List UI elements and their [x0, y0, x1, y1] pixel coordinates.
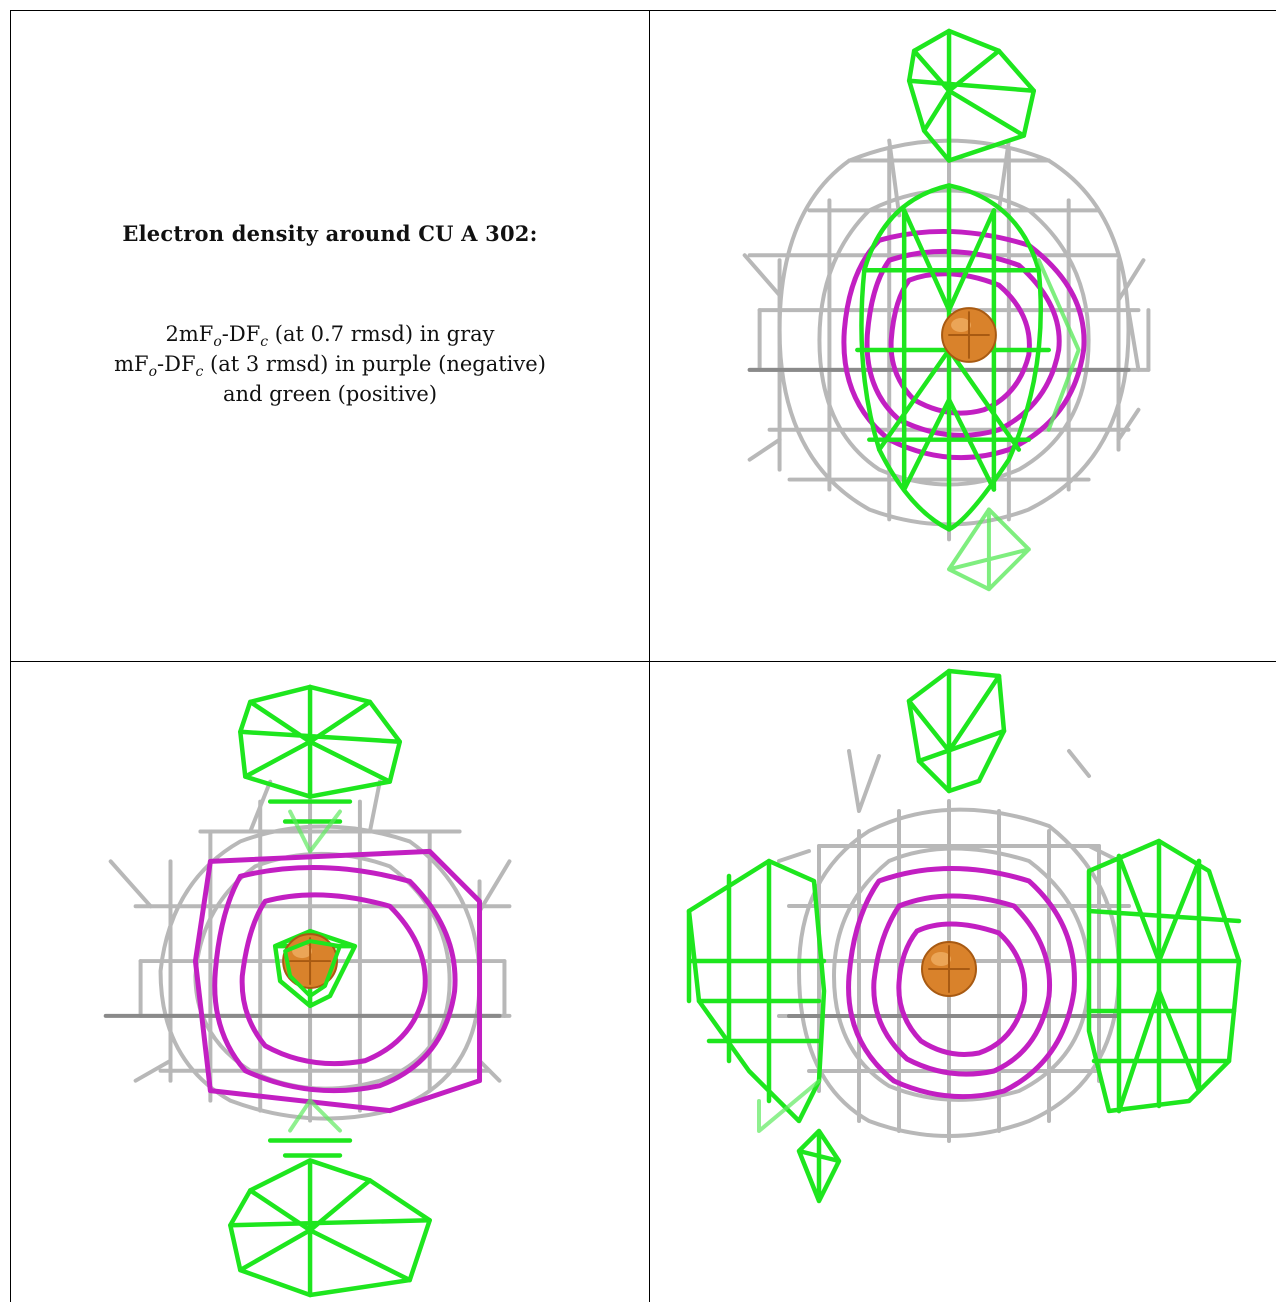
caption-title: Electron density around CU A 302: — [122, 221, 538, 246]
caption-cell: Electron density around CU A 302: 2mFo-D… — [10, 10, 650, 662]
purple-mesh — [846, 866, 1077, 1100]
green-mesh-faint — [947, 258, 1081, 592]
caption-body: 2mFo-DFc (at 0.7 rmsd) in gray mFo-DFc (… — [11, 319, 649, 409]
density-mesh-icon — [103, 684, 512, 1298]
density-view-3 — [649, 661, 1276, 1302]
green-mesh-faint — [288, 809, 342, 1133]
green-mesh — [686, 668, 1242, 1204]
caption-line-2: mFo-DFc (at 3 rmsd) in purple (negative) — [114, 352, 546, 381]
green-mesh — [855, 28, 1051, 532]
green-mesh-front — [283, 939, 342, 998]
copper-atom — [921, 941, 977, 997]
purple-mesh — [192, 848, 483, 1114]
caption-line-3: and green (positive) — [222, 382, 438, 406]
caption-line-1: 2mFo-DFc (at 0.7 rmsd) in gray — [165, 322, 495, 351]
density-view-2 — [10, 661, 650, 1302]
density-mesh-icon — [686, 668, 1242, 1204]
density-mesh-icon — [742, 28, 1151, 592]
green-mesh-faint — [757, 1079, 821, 1133]
copper-atom — [941, 307, 997, 363]
density-view-1 — [649, 10, 1276, 662]
